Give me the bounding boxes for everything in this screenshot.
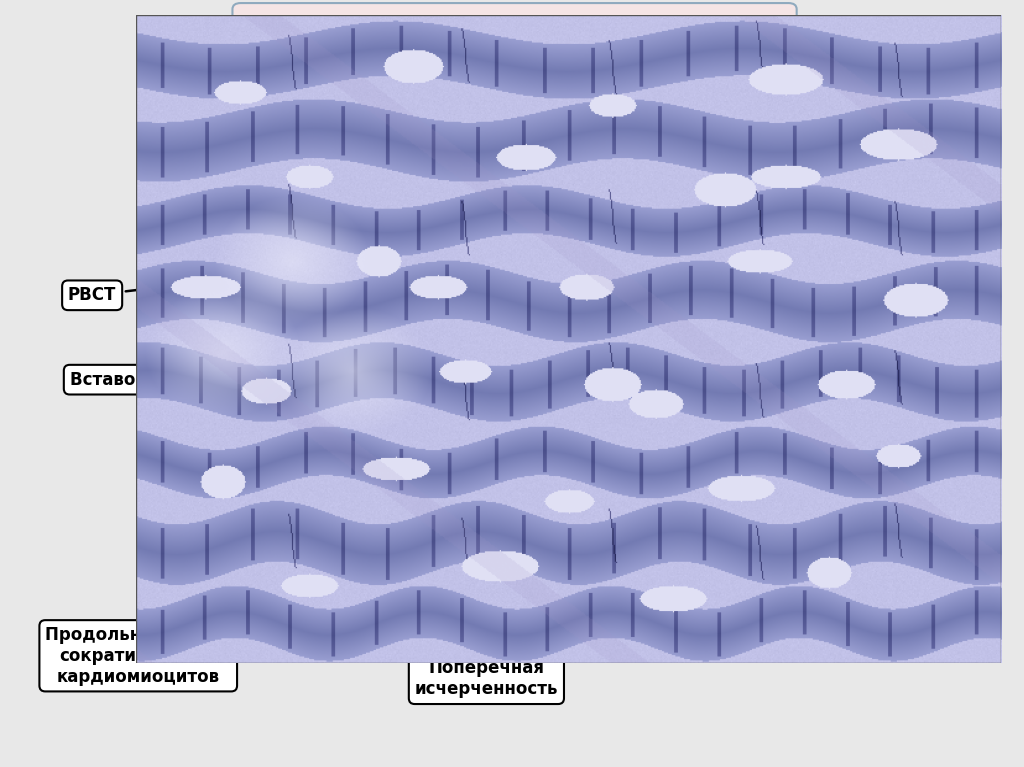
Text: Вставочные диски: Вставочные диски (70, 353, 397, 389)
Text: РВСТ: РВСТ (68, 268, 319, 304)
FancyBboxPatch shape (232, 3, 797, 96)
Text: Препарат №71а «Поперечнополосатая сердечная мышечная» ткань: Препарат №71а «Поперечнополосатая сердеч… (253, 26, 833, 41)
Text: Продольные срезы
сократительных
кардиомиоцитов: Продольные срезы сократительных кардиоми… (45, 545, 380, 686)
Text: Ядра: Ядра (144, 152, 445, 193)
Text: Кардиомиоцит: Кардиомиоцит (762, 285, 937, 328)
Text: Окраска железный гематоксилин: Окраска железный гематоксилин (253, 60, 539, 74)
Text: Боковые
анастомозы: Боковые анастомозы (822, 425, 994, 529)
Text: Поперечная
исчерченность: Поперечная исчерченность (415, 530, 558, 698)
